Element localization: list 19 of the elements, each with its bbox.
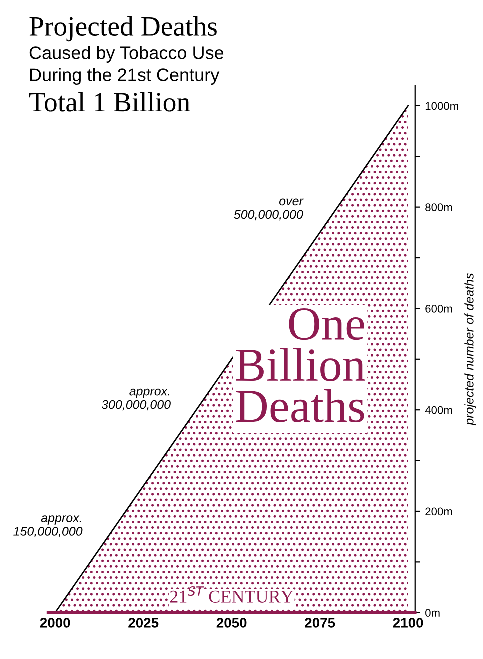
annotation: approx. 300,000,000 bbox=[102, 388, 171, 411]
x-tick-label: 2000 bbox=[40, 618, 70, 628]
y-tick-label: 1000m bbox=[426, 102, 458, 110]
annotation: Total 1 Billion bbox=[29, 92, 190, 112]
annotation: One Billion Deaths bbox=[236, 308, 366, 423]
chart-title: Projected Deaths bbox=[30, 16, 217, 42]
annotation: approx. 150,000,000 bbox=[14, 516, 83, 538]
y-tick-label: 0m bbox=[426, 609, 440, 618]
x-tick-label: 2025 bbox=[128, 618, 159, 628]
y-axis-title: projected number of deaths bbox=[464, 273, 476, 426]
y-tick-label: 800m bbox=[426, 204, 452, 212]
chart-subtitle: Caused by Tobacco Use During the 21st Century bbox=[30, 46, 224, 86]
x-tick-label: 2075 bbox=[305, 618, 336, 628]
y-tick-label: 200m bbox=[426, 508, 452, 516]
annotation: over 500,000,000 bbox=[234, 198, 304, 221]
y-tick-label: 600m bbox=[426, 304, 452, 313]
y-tick-label: 400m bbox=[425, 406, 452, 414]
x-tick-label: 2050 bbox=[216, 618, 247, 628]
x-tick-label: 2100 bbox=[393, 618, 424, 628]
